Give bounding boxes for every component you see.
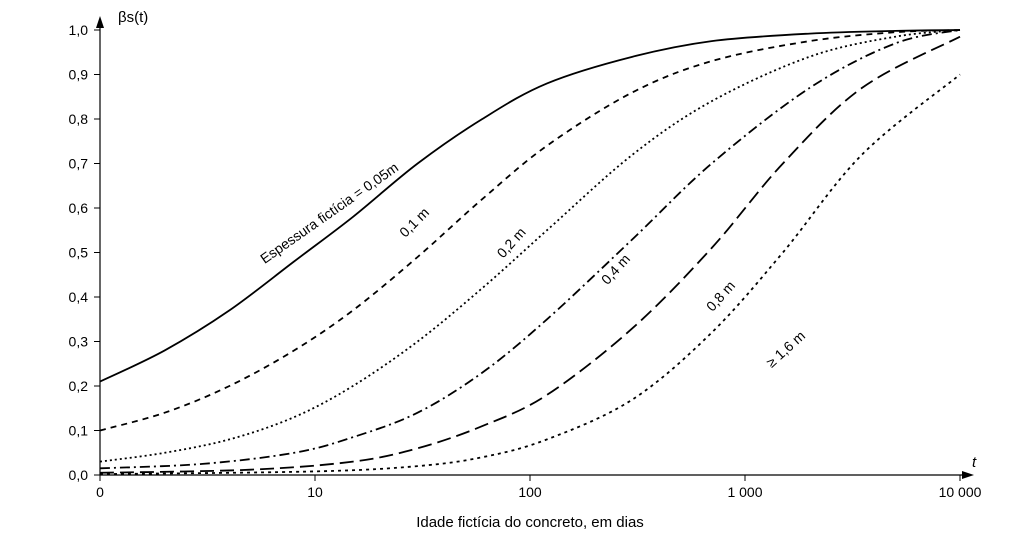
curve-label-0,2m: 0,2 m xyxy=(493,224,528,261)
x-axis-arrow xyxy=(962,471,974,479)
x-tick-label: 10 xyxy=(307,484,323,500)
y-tick-label: 0,4 xyxy=(69,289,89,305)
y-axis-title: βs(t) xyxy=(118,9,148,26)
curve-0,1m xyxy=(100,30,960,431)
y-tick-label: 0,5 xyxy=(69,245,89,261)
y-tick-label: 0,1 xyxy=(69,423,89,439)
curve-0,8m xyxy=(100,37,960,473)
y-tick-label: 0,3 xyxy=(69,334,89,350)
curve-label-0,8m: 0,8 m xyxy=(703,278,738,315)
curve-label-0,1m: 0,1 m xyxy=(396,204,432,240)
y-tick-label: 0,8 xyxy=(69,111,89,127)
curve-label-0,05m: Espessura fictícia = 0,05m xyxy=(257,159,401,267)
y-tick-label: 0,9 xyxy=(69,67,89,83)
x-tick-label: 1 000 xyxy=(727,484,762,500)
curve-label-1,6m: ≥ 1,6 m xyxy=(763,327,808,370)
curve-label-0,4m: 0,4 m xyxy=(598,251,633,288)
curve-0,2m xyxy=(100,30,960,462)
x-axis-end-symbol: t xyxy=(972,454,977,471)
x-tick-label: 100 xyxy=(518,484,542,500)
curve-0,4m xyxy=(100,30,960,468)
x-axis-title: Idade fictícia do concreto, em dias xyxy=(416,514,644,531)
y-axis-arrow xyxy=(96,16,104,28)
y-tick-label: 1,0 xyxy=(69,22,89,38)
beta-s-chart: 0,0 0,1 0,2 0,3 0,4 0,5 0,6 0,7 0,8 0,9 1,0 βs(t) 0 1… xyxy=(0,0,1011,555)
curve-0,05m xyxy=(100,30,960,382)
y-tick-label: 0,7 xyxy=(69,156,89,172)
x-tick-label: 10 000 xyxy=(939,484,982,500)
x-tick-label: 0 xyxy=(96,484,104,500)
y-tick-label: 0,0 xyxy=(69,467,89,483)
y-tick-label: 0,6 xyxy=(69,200,89,216)
curve-1,6m xyxy=(100,75,960,475)
y-tick-label: 0,2 xyxy=(69,378,89,394)
